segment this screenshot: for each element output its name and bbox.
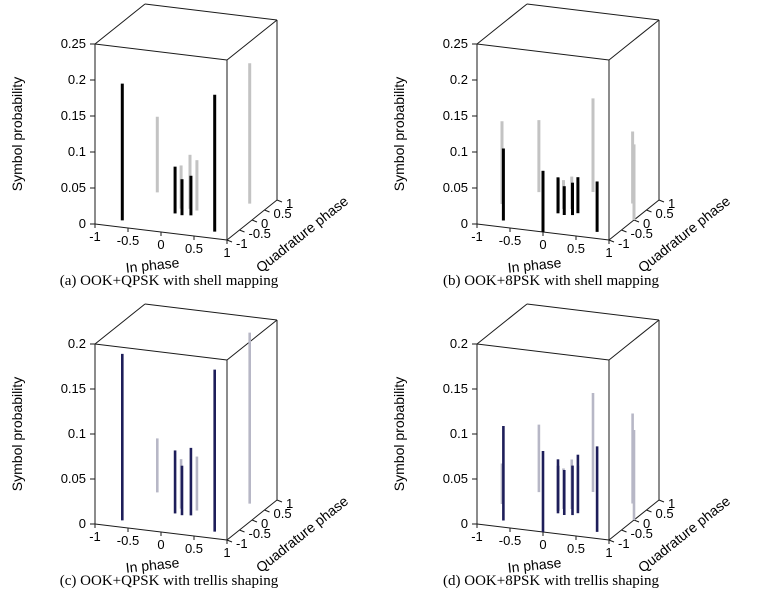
svg-text:1: 1: [286, 496, 293, 511]
svg-text:0: 0: [261, 216, 268, 231]
subplot-d: -1 -0.5 0 0.5 1 -1 -0.5 0 0.5 1 0 0.05 0.1 0.15 0.2 In …: [382, 300, 764, 599]
x-axis-label: In phase: [507, 254, 562, 276]
tick-labels: -1 -0.5 0 0.5 1-1-0.500.5100.050.10.150.20.2…: [443, 36, 676, 260]
tick-marks: [90, 43, 283, 244]
svg-text:0.15: 0.15: [61, 108, 86, 123]
svg-text:0.1: 0.1: [450, 144, 468, 159]
svg-text:0.5: 0.5: [656, 506, 674, 521]
svg-text:-0.5: -0.5: [249, 226, 271, 241]
svg-text:0.1: 0.1: [68, 426, 86, 441]
stems: [120, 63, 252, 232]
svg-text:0: 0: [461, 516, 468, 531]
svg-text:0.05: 0.05: [61, 471, 86, 486]
svg-text:0.1: 0.1: [450, 426, 468, 441]
svg-text:0.2: 0.2: [68, 336, 86, 351]
svg-text:-1: -1: [471, 229, 483, 244]
axes-box: [94, 3, 278, 241]
svg-text:0: 0: [79, 216, 86, 231]
svg-text:0.1: 0.1: [68, 144, 86, 159]
caption-c: (c) OOK+QPSK with trellis shaping: [59, 573, 279, 589]
z-axis-label: Symbol probability: [9, 377, 25, 491]
tick-marks: [472, 343, 665, 544]
svg-text:0.25: 0.25: [443, 36, 468, 51]
stems: [500, 98, 636, 232]
svg-text:-1: -1: [89, 229, 101, 244]
svg-text:0.2: 0.2: [450, 336, 468, 351]
caption-a: (a) OOK+QPSK with shell mapping: [59, 273, 279, 289]
caption-b: (b) OOK+8PSK with shell mapping: [443, 273, 659, 289]
plot-canvas-c: -1 -0.5 0 0.5 1-1-0.500.5100.050.10.150.2In …: [9, 303, 351, 576]
svg-text:-0.5: -0.5: [631, 226, 653, 241]
x-axis-label: In phase: [125, 554, 180, 576]
svg-text:1: 1: [223, 545, 230, 560]
svg-text:0.05: 0.05: [443, 180, 468, 195]
tick-marks: [90, 343, 283, 544]
svg-text:-1: -1: [471, 529, 483, 544]
svg-text:1: 1: [286, 196, 293, 211]
svg-text:-1: -1: [236, 536, 248, 551]
svg-text:0: 0: [157, 237, 164, 252]
subplot-c: -1 -0.5 0 0.5 1 -1 -0.5 0 0.5 1 0 0.05 0.1 0.15 0.2 In …: [0, 300, 382, 599]
svg-text:1: 1: [668, 496, 675, 511]
svg-text:0.05: 0.05: [443, 471, 468, 486]
svg-text:0.5: 0.5: [185, 541, 203, 556]
plot-canvas-d: -1 -0.5 0 0.5 1-1-0.500.5100.050.10.150.2In …: [391, 303, 733, 576]
svg-text:-0.5: -0.5: [499, 233, 521, 248]
svg-text:0: 0: [539, 237, 546, 252]
z-axis-label: Symbol probability: [391, 77, 407, 191]
svg-text:0.5: 0.5: [567, 241, 585, 256]
x-axis-label: In phase: [125, 254, 180, 276]
subplot-b: -1 -0.5 0 0.5 1 -1 -0.5 0 0.5 1 0 0.05 0.1 0.15 0.2 0.2…: [382, 0, 764, 300]
stems: [121, 332, 251, 532]
svg-text:0: 0: [643, 516, 650, 531]
svg-text:0.2: 0.2: [450, 72, 468, 87]
svg-text:0.15: 0.15: [443, 381, 468, 396]
svg-text:-1: -1: [89, 529, 101, 544]
svg-text:0.05: 0.05: [61, 180, 86, 195]
svg-text:-0.5: -0.5: [117, 233, 139, 248]
plot-canvas-a: -1 -0.5 0 0.5 1-1-0.500.5100.050.10.150.20.2…: [9, 3, 351, 276]
z-axis-label: Symbol probability: [9, 77, 25, 191]
tick-marks: [472, 43, 665, 244]
svg-text:0.5: 0.5: [274, 206, 292, 221]
svg-text:0.5: 0.5: [567, 541, 585, 556]
svg-text:1: 1: [668, 196, 675, 211]
caption-d: (d) OOK+8PSK with trellis shaping: [443, 573, 659, 589]
z-axis-label: Symbol probability: [391, 377, 407, 491]
subplot-a: -1 -0.5 0 0.5 1 -1 -0.5 0 0.5 1 0 0.05 0.1 0.15 0.2 0.2…: [0, 0, 382, 300]
svg-text:0.5: 0.5: [274, 506, 292, 521]
svg-text:0.2: 0.2: [68, 72, 86, 87]
stems: [500, 393, 636, 532]
svg-text:0.5: 0.5: [656, 206, 674, 221]
svg-text:0: 0: [261, 516, 268, 531]
svg-text:-0.5: -0.5: [499, 533, 521, 548]
tick-labels: -1 -0.5 0 0.5 1-1-0.500.5100.050.10.150.20.2…: [61, 36, 294, 260]
svg-text:-0.5: -0.5: [249, 526, 271, 541]
svg-text:0.5: 0.5: [185, 241, 203, 256]
svg-text:1: 1: [605, 545, 612, 560]
axes-box: [94, 303, 278, 541]
svg-text:-0.5: -0.5: [631, 526, 653, 541]
svg-text:0: 0: [157, 537, 164, 552]
svg-text:-1: -1: [618, 236, 630, 251]
svg-text:-0.5: -0.5: [117, 533, 139, 548]
svg-text:0.15: 0.15: [443, 108, 468, 123]
svg-text:0: 0: [79, 516, 86, 531]
svg-text:-1: -1: [618, 536, 630, 551]
plot-canvas-b: -1 -0.5 0 0.5 1-1-0.500.5100.050.10.150.20.2…: [391, 3, 733, 276]
svg-text:-1: -1: [236, 236, 248, 251]
svg-text:0.25: 0.25: [61, 36, 86, 51]
svg-text:0: 0: [461, 216, 468, 231]
svg-text:0.15: 0.15: [61, 381, 86, 396]
x-axis-label: In phase: [507, 554, 562, 576]
svg-text:0: 0: [643, 216, 650, 231]
svg-text:0: 0: [539, 537, 546, 552]
svg-text:1: 1: [223, 245, 230, 260]
svg-text:1: 1: [605, 245, 612, 260]
